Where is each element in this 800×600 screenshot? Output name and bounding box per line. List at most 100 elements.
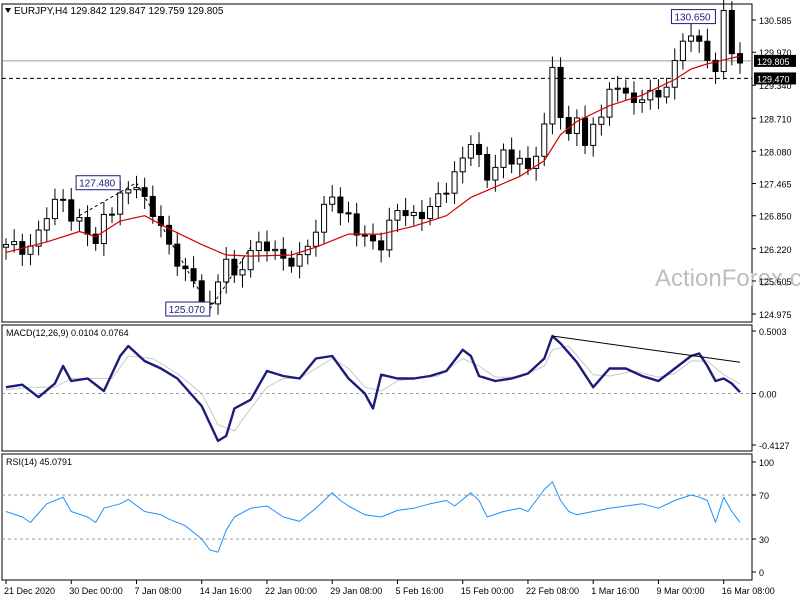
rsi-line bbox=[5, 481, 741, 553]
x-tick-label: 14 Jan 16:00 bbox=[200, 586, 252, 596]
candle bbox=[647, 89, 654, 101]
x-tick-label: 5 Feb 16:00 bbox=[395, 586, 443, 596]
macd-main-line bbox=[5, 334, 741, 443]
y-tick-label: 126.220 bbox=[759, 245, 792, 255]
y-tick-label: 125.605 bbox=[759, 277, 792, 287]
candle bbox=[11, 241, 18, 246]
candle bbox=[321, 203, 328, 233]
candle bbox=[508, 149, 515, 165]
panel-frame bbox=[1, 453, 753, 581]
x-tick-label: 7 Jan 08:00 bbox=[134, 586, 181, 596]
candle bbox=[663, 86, 670, 98]
candle bbox=[386, 219, 393, 251]
candle bbox=[557, 66, 564, 118]
x-tick-label: 22 Feb 08:00 bbox=[526, 586, 579, 596]
panel-frame bbox=[1, 3, 753, 323]
rsi-panel: RSI(14) 45.0791 100 70 30 0 bbox=[1, 453, 774, 581]
candle bbox=[361, 234, 368, 237]
y-tick-label: 30 bbox=[759, 535, 769, 545]
annotation-connector bbox=[79, 182, 137, 217]
candle bbox=[549, 66, 556, 125]
x-tick-label: 16 Mar 08:00 bbox=[722, 586, 775, 596]
candle bbox=[451, 171, 458, 194]
candle bbox=[418, 211, 425, 220]
annotation-label: 130.650 bbox=[674, 13, 711, 24]
candle bbox=[288, 257, 295, 267]
candle bbox=[394, 210, 401, 221]
candle bbox=[435, 193, 442, 208]
candle bbox=[280, 248, 287, 259]
candle bbox=[215, 281, 222, 305]
candle bbox=[43, 218, 50, 231]
candle bbox=[671, 59, 678, 88]
watermark: ActionForex.com bbox=[655, 265, 800, 292]
y-tick-label: -0.4127 bbox=[759, 441, 790, 451]
candle bbox=[427, 206, 434, 220]
price-label: 129.470 bbox=[757, 74, 790, 84]
candle bbox=[190, 268, 197, 282]
candle bbox=[475, 143, 483, 155]
y-tick-label: 129.970 bbox=[759, 48, 792, 58]
candle bbox=[174, 243, 181, 267]
x-tick-label: 30 Dec 00:00 bbox=[69, 586, 123, 596]
candle bbox=[736, 53, 744, 64]
candle bbox=[60, 198, 67, 201]
triangle-down-icon bbox=[5, 8, 11, 13]
candle bbox=[378, 240, 385, 251]
candle bbox=[688, 35, 695, 42]
candle bbox=[312, 231, 319, 247]
price-label: 129.805 bbox=[757, 57, 790, 67]
candle bbox=[239, 269, 246, 276]
candle bbox=[655, 89, 662, 98]
y-tick-label: 127.465 bbox=[759, 180, 792, 190]
time-axis: 21 Dec 2020 30 Dec 00:00 7 Jan 08:00 14 Jan… bbox=[4, 580, 775, 596]
candle bbox=[223, 258, 230, 283]
y-tick-label: 0 bbox=[759, 568, 764, 578]
candle bbox=[410, 211, 417, 217]
candle bbox=[84, 217, 91, 235]
x-tick-label: 9 Mar 00:00 bbox=[656, 586, 704, 596]
candle bbox=[353, 213, 360, 236]
candle bbox=[728, 9, 735, 55]
candle bbox=[263, 241, 271, 252]
macd-title: MACD(12,26,9) 0.0104 0.0764 bbox=[6, 328, 129, 338]
candle bbox=[459, 157, 466, 173]
y-tick-label: 129.340 bbox=[759, 81, 792, 91]
candle bbox=[296, 254, 303, 267]
candle bbox=[402, 210, 409, 217]
y-tick-label: 126.850 bbox=[759, 212, 792, 222]
price-panel: ActionForex.com 127.480 125.070 130.650 EURJ… bbox=[1, 0, 800, 323]
y-tick-label: 124.975 bbox=[759, 310, 792, 320]
annotation-box bbox=[165, 301, 211, 317]
candle bbox=[35, 229, 42, 247]
annotation-box bbox=[670, 9, 716, 25]
y-tick-label: 100 bbox=[759, 458, 774, 468]
candle bbox=[720, 9, 727, 73]
candle bbox=[443, 192, 450, 195]
candle bbox=[590, 123, 597, 146]
candle bbox=[345, 212, 352, 215]
candle bbox=[712, 59, 719, 73]
candle bbox=[492, 166, 499, 181]
x-tick-label: 29 Jan 08:00 bbox=[330, 586, 382, 596]
x-tick-label: 1 Mar 16:00 bbox=[591, 586, 639, 596]
annotation-connector bbox=[136, 182, 211, 310]
moving-average-line bbox=[5, 55, 741, 257]
macd-trendline bbox=[552, 335, 741, 363]
candle bbox=[704, 40, 711, 61]
candle bbox=[533, 155, 540, 169]
candle bbox=[27, 245, 34, 255]
candle bbox=[108, 213, 116, 216]
candle bbox=[255, 241, 262, 252]
candle bbox=[524, 157, 531, 169]
annotation-box bbox=[75, 175, 121, 191]
candle bbox=[516, 157, 523, 165]
annotation-label: 127.480 bbox=[79, 179, 116, 190]
candle bbox=[247, 250, 254, 271]
candle bbox=[484, 153, 491, 181]
candle bbox=[149, 195, 156, 217]
candle bbox=[337, 196, 344, 214]
candle bbox=[565, 116, 572, 134]
candle bbox=[598, 116, 605, 125]
